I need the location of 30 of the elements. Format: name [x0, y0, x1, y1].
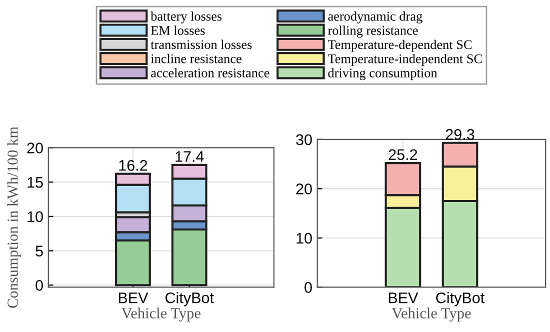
x-tick-label: BEV — [118, 292, 148, 304]
x-axis-title: Vehicle Type — [121, 308, 200, 322]
legend-label: Temperature-dependent SC — [328, 40, 472, 52]
y-tick-label: 10 — [28, 211, 43, 222]
total-label: 29.3 — [446, 129, 474, 140]
legend-label: driving consumption — [328, 68, 438, 80]
legend-label: battery losses — [150, 11, 222, 24]
x-tick-label: CityBot — [165, 292, 214, 306]
x-axis-title: Vehicle Type — [392, 308, 471, 322]
y-tick-label: 0 — [36, 280, 43, 291]
y-tick-label: 0 — [304, 282, 312, 293]
legend-label: aerodynamic drag — [328, 11, 422, 24]
y-tick-label: 5 — [36, 246, 43, 256]
legend-label: EM losses — [151, 26, 205, 35]
x-tick-label: CityBot — [436, 292, 485, 306]
y-tick-label: 30 — [296, 134, 312, 146]
y-tick-label: 15 — [28, 177, 43, 188]
total-label: 16.2 — [119, 160, 148, 171]
legend-label: incline resistance — [150, 54, 242, 64]
legend-label: acceleration resistance — [151, 68, 270, 78]
y-axis-title: Consumption in kWh/100 km — [7, 126, 21, 308]
total-label: 25.2 — [388, 149, 418, 160]
legend-label: Temperature-independent SC — [328, 54, 482, 66]
total-label: 17.4 — [176, 151, 204, 162]
y-tick-label: 20 — [296, 184, 312, 194]
x-tick-label: BEV — [388, 292, 418, 304]
y-tick-label: 20 — [27, 142, 43, 154]
legend-label: transmission losses — [150, 40, 252, 50]
y-tick-label: 10 — [296, 232, 312, 244]
legend-label: rolling resistance — [328, 26, 418, 38]
